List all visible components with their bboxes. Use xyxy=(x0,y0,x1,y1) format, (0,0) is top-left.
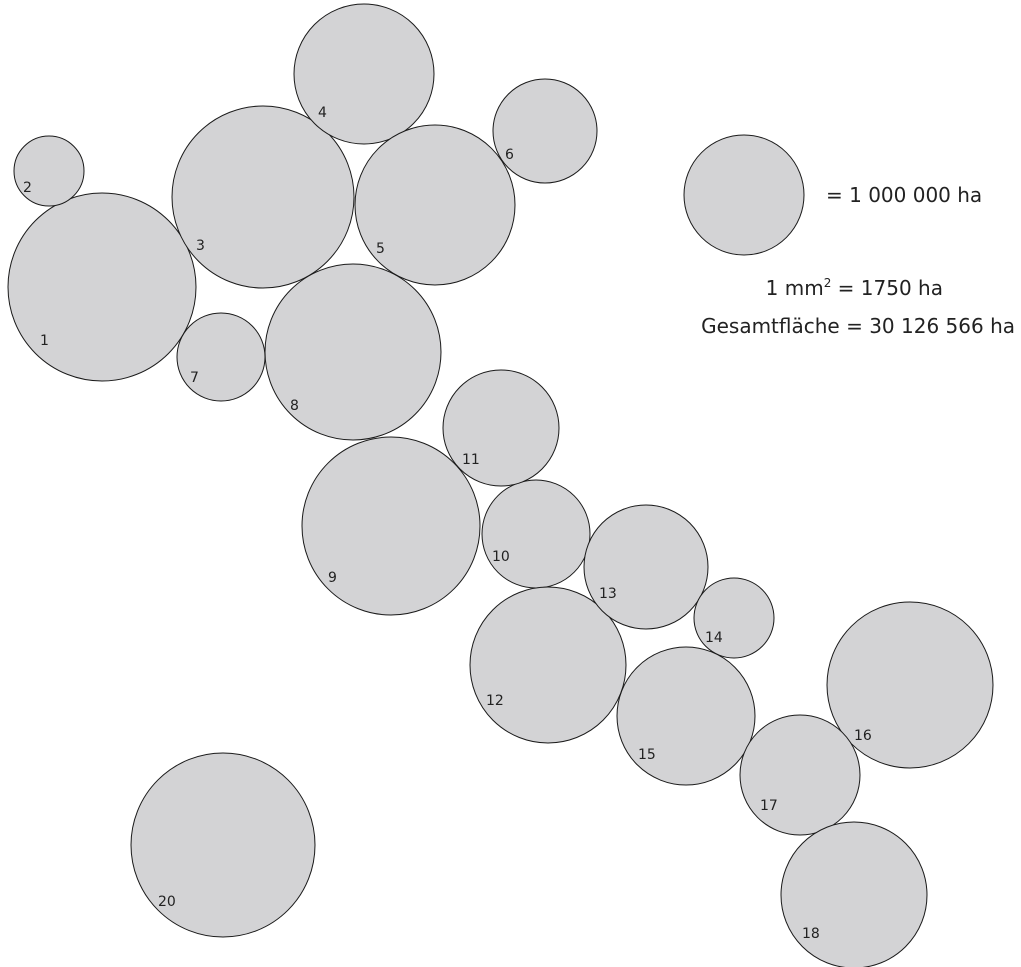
legend: = 1 000 000 ha 1 mm2 = 1750 ha Gesamtflä… xyxy=(683,134,1015,338)
region-circle-3 xyxy=(171,105,355,289)
region-15: 15 xyxy=(616,646,756,786)
region-16: 16 xyxy=(826,601,994,769)
region-circle-10 xyxy=(481,479,591,589)
region-label-13: 13 xyxy=(599,586,617,602)
region-label-17: 17 xyxy=(760,798,778,814)
region-label-7: 7 xyxy=(190,370,199,386)
region-circle-12 xyxy=(469,586,627,744)
region-9: 9 xyxy=(301,436,481,616)
region-circle-1 xyxy=(7,192,197,382)
region-17: 17 xyxy=(739,714,861,836)
region-circle-16 xyxy=(826,601,994,769)
region-label-18: 18 xyxy=(802,926,820,942)
region-label-6: 6 xyxy=(505,147,514,163)
region-circle-20 xyxy=(130,752,316,938)
legend-total: Gesamtfläche = 30 126 566 ha xyxy=(701,314,1015,338)
region-label-9: 9 xyxy=(328,570,337,586)
region-1: 1 xyxy=(7,192,197,382)
region-6: 6 xyxy=(492,78,598,184)
region-10: 10 xyxy=(481,479,591,589)
region-circle-2 xyxy=(13,135,85,207)
region-circle-13 xyxy=(583,504,709,630)
region-label-16: 16 xyxy=(854,728,872,744)
region-18: 18 xyxy=(780,821,928,967)
region-circle-9 xyxy=(301,436,481,616)
region-4: 4 xyxy=(293,3,435,145)
region-11: 11 xyxy=(442,369,560,487)
region-circle-15 xyxy=(616,646,756,786)
region-14: 14 xyxy=(693,577,775,659)
region-20: 20 xyxy=(130,752,316,938)
region-label-15: 15 xyxy=(638,747,656,763)
region-label-10: 10 xyxy=(492,549,510,565)
region-3: 3 xyxy=(171,105,355,289)
region-label-11: 11 xyxy=(462,452,480,468)
region-circle-11 xyxy=(442,369,560,487)
region-label-14: 14 xyxy=(705,630,723,646)
region-label-4: 4 xyxy=(318,105,327,121)
region-circle-6 xyxy=(492,78,598,184)
legend-scale: 1 mm2 = 1750 ha xyxy=(766,276,943,300)
region-circle-14 xyxy=(693,577,775,659)
region-circle-7 xyxy=(176,312,266,402)
region-circle-18 xyxy=(780,821,928,967)
region-label-8: 8 xyxy=(290,398,299,414)
region-label-2: 2 xyxy=(23,180,32,196)
region-label-5: 5 xyxy=(376,241,385,257)
region-label-20: 20 xyxy=(158,894,176,910)
region-2: 2 xyxy=(13,135,85,207)
region-label-1: 1 xyxy=(40,333,49,349)
region-label-3: 3 xyxy=(196,238,205,254)
region-circle-17 xyxy=(739,714,861,836)
region-circle-5 xyxy=(354,124,516,286)
region-5: 5 xyxy=(354,124,516,286)
legend-reference-circle xyxy=(683,134,805,256)
region-label-12: 12 xyxy=(486,693,504,709)
legend-reference-label: = 1 000 000 ha xyxy=(826,183,982,207)
region-12: 12 xyxy=(469,586,627,744)
region-7: 7 xyxy=(176,312,266,402)
region-8: 8 xyxy=(264,263,442,441)
region-13: 13 xyxy=(583,504,709,630)
region-circle-8 xyxy=(264,263,442,441)
region-circle-4 xyxy=(293,3,435,145)
